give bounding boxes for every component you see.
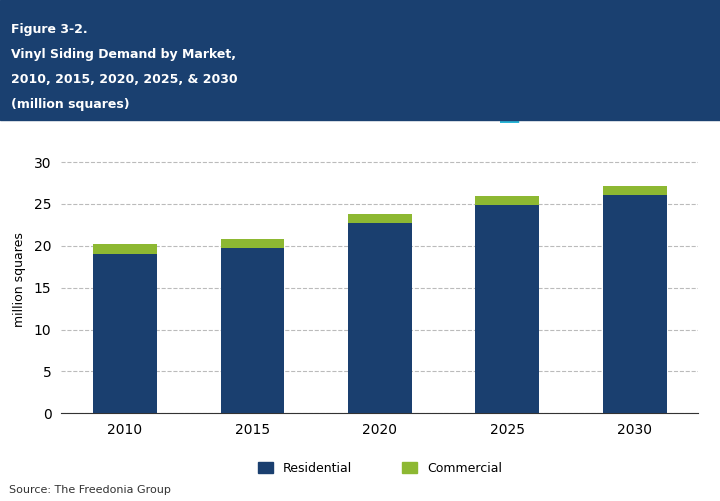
- Text: 2010, 2015, 2020, 2025, & 2030: 2010, 2015, 2020, 2025, & 2030: [11, 73, 238, 86]
- Bar: [348, 214, 412, 223]
- Text: Source: The Freedonia Group: Source: The Freedonia Group: [9, 485, 171, 495]
- Text: Figure 3-2.: Figure 3-2.: [11, 23, 87, 36]
- Bar: [93, 244, 157, 254]
- Bar: [603, 186, 667, 195]
- Bar: [348, 223, 412, 413]
- Bar: [93, 254, 157, 413]
- Bar: [475, 205, 539, 413]
- Bar: [500, 105, 518, 123]
- Bar: [475, 196, 539, 205]
- Legend: Residential, Commercial: Residential, Commercial: [253, 457, 507, 480]
- Bar: [603, 195, 667, 413]
- Y-axis label: million squares: million squares: [12, 232, 25, 327]
- Bar: [500, 107, 536, 113]
- Bar: [220, 239, 284, 248]
- Bar: [220, 248, 284, 413]
- Bar: [500, 92, 540, 102]
- Text: Vinyl Siding Demand by Market,: Vinyl Siding Demand by Market,: [11, 48, 236, 61]
- Text: Group: Group: [546, 111, 575, 121]
- Text: Freedonia: Freedonia: [546, 98, 600, 108]
- Text: (million squares): (million squares): [11, 98, 130, 111]
